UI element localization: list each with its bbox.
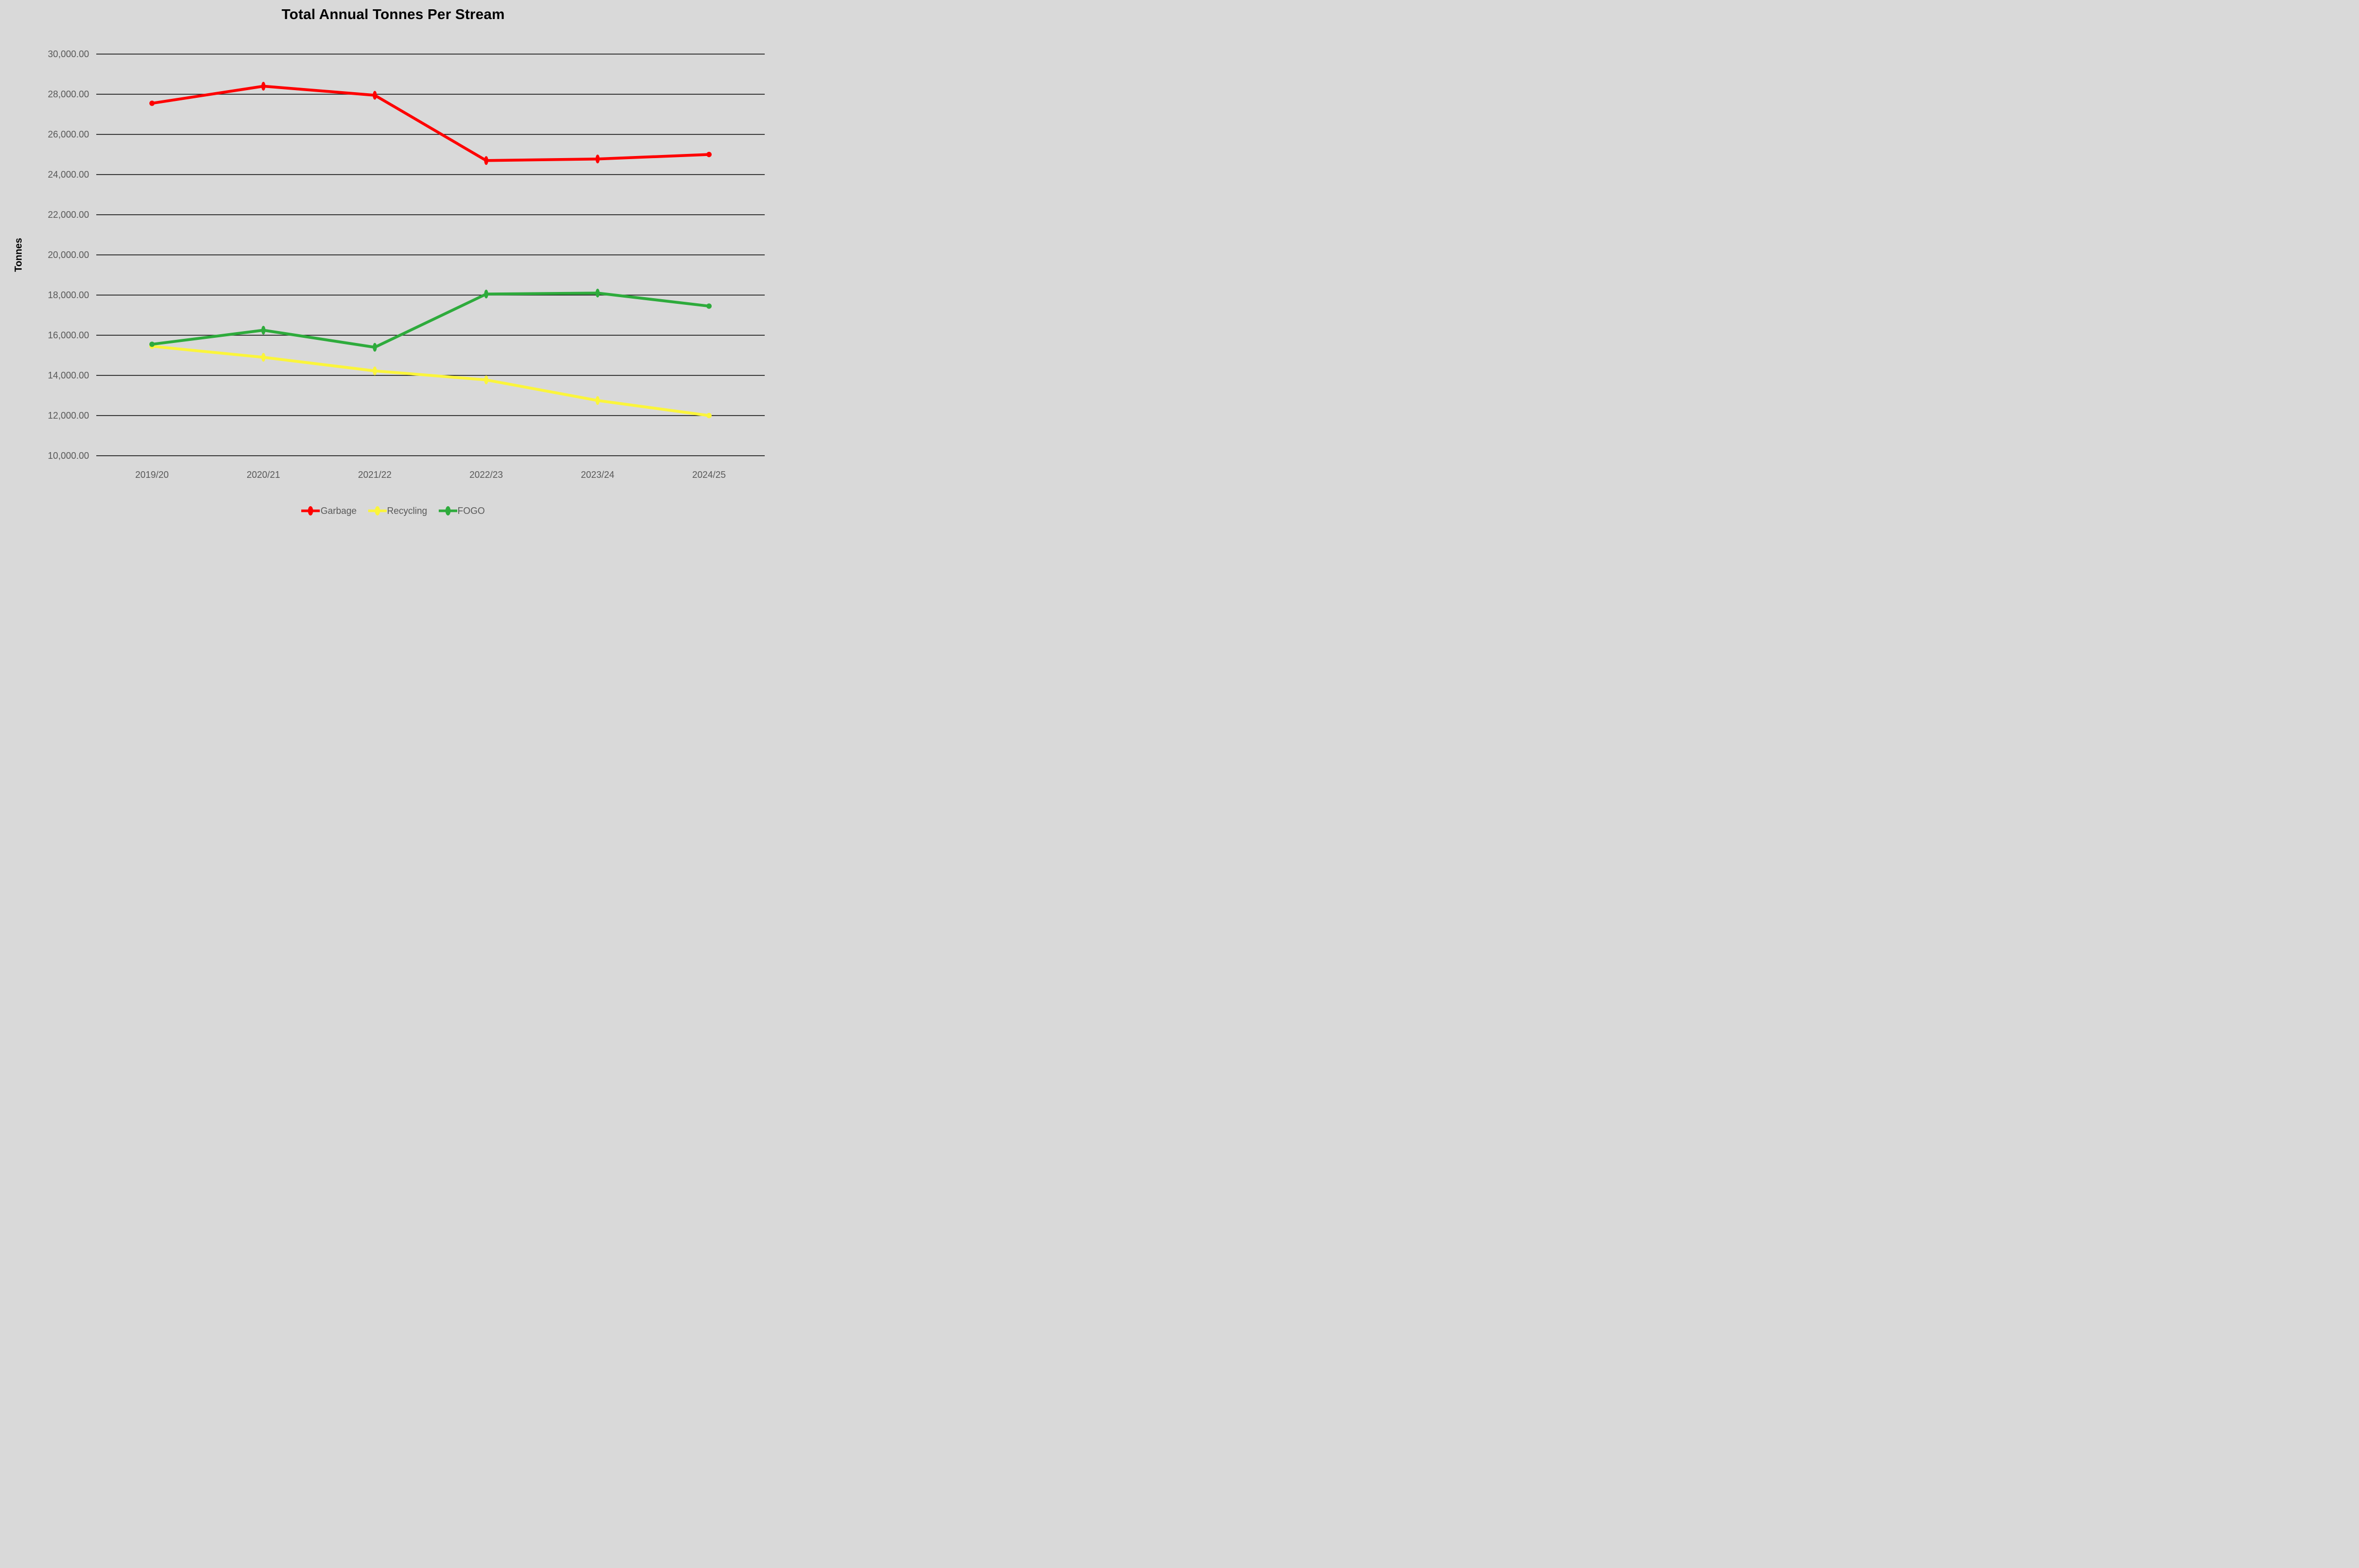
y-tick-label: 16,000.00 <box>48 330 89 340</box>
data-point-recycling <box>706 412 712 419</box>
data-point-fogo <box>595 288 600 298</box>
data-point-fogo <box>149 341 155 347</box>
y-tick-label: 26,000.00 <box>48 129 89 140</box>
x-tick-label: 2020/21 <box>247 470 280 480</box>
legend-marker-garbage-icon <box>301 506 320 515</box>
chart-canvas: Total Annual Tonnes Per Stream Tonnes 30… <box>0 0 786 523</box>
x-tick-label: 2021/22 <box>358 470 391 480</box>
data-point-garbage <box>706 151 712 158</box>
y-tick-label: 10,000.00 <box>48 451 89 461</box>
data-point-garbage <box>595 154 600 164</box>
y-tick-label: 30,000.00 <box>48 49 89 59</box>
y-tick-label: 12,000.00 <box>48 410 89 421</box>
legend-item-recycling: Recycling <box>368 505 427 517</box>
series-line-recycling <box>150 344 711 417</box>
data-point-recycling <box>372 366 377 375</box>
legend-label: Recycling <box>387 505 427 516</box>
x-tick-label: 2022/23 <box>470 470 503 480</box>
data-point-garbage <box>484 156 489 165</box>
legend: Garbage Recycling FOGO <box>0 505 786 517</box>
legend-item-fogo: FOGO <box>438 505 485 517</box>
data-point-recycling <box>261 353 266 362</box>
legend-marker-recycling-icon <box>368 506 387 515</box>
data-point-recycling <box>595 396 600 405</box>
data-point-fogo <box>706 303 712 309</box>
y-tick-label: 14,000.00 <box>48 370 89 381</box>
series-line-fogo <box>150 291 711 349</box>
y-tick-label: 20,000.00 <box>48 250 89 260</box>
data-point-fogo <box>372 342 377 352</box>
data-point-garbage <box>149 100 155 106</box>
data-point-garbage <box>261 81 266 91</box>
plot-area: 30,000.00 28,000.00 26,000.00 24,000.00 22,0… <box>48 49 765 480</box>
data-point-garbage <box>372 91 377 100</box>
x-tick-label: 2023/24 <box>581 470 614 480</box>
y-tick-label: 18,000.00 <box>48 290 89 300</box>
chart-title: Total Annual Tonnes Per Stream <box>281 6 505 22</box>
legend-label: FOGO <box>457 505 485 516</box>
x-tick-label: 2024/25 <box>692 470 726 480</box>
y-tick-label: 24,000.00 <box>48 169 89 180</box>
y-tick-label: 22,000.00 <box>48 210 89 220</box>
data-point-fogo <box>484 289 489 299</box>
data-point-recycling <box>484 375 489 385</box>
legend-item-garbage: Garbage <box>301 505 357 517</box>
legend-marker-fogo-icon <box>438 506 457 515</box>
series-line-garbage <box>150 84 711 162</box>
x-tick-label: 2019/20 <box>135 470 169 480</box>
data-point-fogo <box>261 325 266 335</box>
y-tick-label: 28,000.00 <box>48 89 89 99</box>
legend-label: Garbage <box>320 505 357 516</box>
